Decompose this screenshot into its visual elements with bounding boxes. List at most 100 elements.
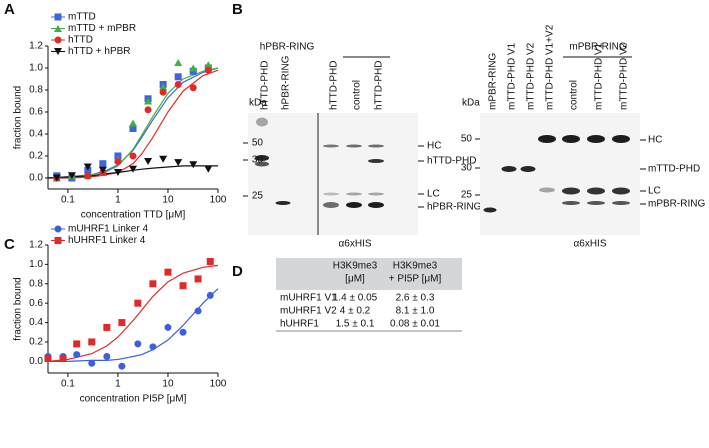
y-tick-label: 0.4 bbox=[29, 129, 43, 140]
marker bbox=[73, 340, 81, 348]
gel-band bbox=[587, 201, 605, 205]
marker bbox=[88, 359, 96, 367]
y-tick-label: 1.2 bbox=[29, 41, 43, 52]
marker bbox=[59, 354, 67, 362]
gel-band bbox=[368, 192, 384, 196]
table-cell: mUHRF1 V2 bbox=[280, 306, 337, 317]
marker bbox=[144, 97, 153, 105]
y-tick-label: 0.0 bbox=[29, 173, 43, 184]
table-cell: 1.4 ± 0.05 bbox=[333, 293, 378, 304]
gel-band bbox=[587, 187, 605, 195]
marker bbox=[204, 61, 213, 69]
band-label: mTTD-PHD bbox=[648, 164, 700, 175]
gel-band bbox=[612, 135, 630, 143]
marker bbox=[194, 275, 202, 283]
y-axis-label: fraction bound bbox=[13, 277, 24, 340]
marker bbox=[189, 64, 198, 72]
y-tick-label: 0.6 bbox=[29, 107, 43, 118]
marker bbox=[129, 165, 137, 173]
lane-label: mTTD-PHD V1+V2 bbox=[545, 24, 556, 110]
gel-band bbox=[562, 135, 580, 143]
x-tick-label: 10 bbox=[162, 379, 174, 390]
lane-label: mTTD-PHD V2 bbox=[526, 42, 537, 110]
marker bbox=[179, 282, 187, 290]
band-label: LC bbox=[648, 186, 661, 197]
kda-marker: 30 bbox=[461, 163, 473, 174]
x-tick-label: 10 bbox=[162, 195, 174, 206]
marker bbox=[129, 152, 137, 160]
marker bbox=[174, 81, 182, 88]
y-tick-label: 0.8 bbox=[29, 278, 43, 289]
marker bbox=[179, 328, 187, 336]
table-cell: 8.1 ± 1.0 bbox=[396, 306, 435, 317]
y-tick-label: 0.0 bbox=[29, 356, 43, 367]
marker bbox=[113, 169, 122, 176]
fit-curve bbox=[48, 288, 219, 362]
y-tick-label: 0.6 bbox=[29, 298, 43, 309]
marker bbox=[159, 155, 168, 163]
legend-label: hTTD + hPBR bbox=[68, 46, 131, 57]
x-axis-label: concentration PI5P [μM] bbox=[80, 394, 187, 405]
gel-band bbox=[520, 166, 536, 172]
x-tick-label: 1 bbox=[115, 195, 121, 206]
legend-label: mUHRF1 Linker 4 bbox=[68, 224, 148, 235]
lane-label: mPBR-RING bbox=[488, 53, 499, 110]
gel-band bbox=[368, 202, 384, 208]
gel-image bbox=[248, 113, 418, 235]
x-tick-label: 0.1 bbox=[61, 379, 75, 390]
legend-label: mTTD + mPBR bbox=[68, 23, 136, 34]
marker bbox=[159, 88, 167, 96]
y-tick-label: 0.2 bbox=[29, 337, 43, 348]
marker bbox=[149, 343, 157, 351]
gel-band bbox=[346, 192, 362, 196]
marker bbox=[83, 163, 92, 171]
gel-band bbox=[368, 144, 384, 148]
marker bbox=[204, 66, 212, 74]
legend-label: hTTD bbox=[68, 35, 93, 46]
antibody-label: α6xHIS bbox=[338, 239, 371, 250]
table-header: H3K9me3 bbox=[333, 261, 378, 272]
marker bbox=[206, 291, 214, 299]
gel-band bbox=[275, 201, 291, 205]
lane-label: mTTD-PHD V2 bbox=[619, 42, 630, 110]
gel-band bbox=[323, 192, 339, 196]
kda-marker: 25 bbox=[252, 191, 264, 202]
x-axis-label: concentration TTD [μM] bbox=[81, 210, 186, 221]
gel-band bbox=[501, 166, 517, 172]
marker bbox=[99, 160, 107, 168]
gel-band bbox=[538, 135, 556, 143]
gel-band bbox=[612, 201, 630, 205]
gel-band bbox=[346, 202, 362, 208]
x-tick-label: 0.1 bbox=[61, 195, 75, 206]
table-cell: 0.08 ± 0.01 bbox=[390, 319, 440, 330]
marker bbox=[118, 319, 126, 327]
kda-label: kDa bbox=[462, 98, 480, 109]
marker bbox=[84, 172, 92, 180]
gel-band bbox=[587, 135, 605, 143]
y-axis-label: fraction bound bbox=[13, 86, 24, 149]
gel-band bbox=[323, 144, 339, 148]
marker bbox=[103, 353, 111, 361]
gel-band bbox=[562, 201, 580, 205]
y-tick-label: 0.8 bbox=[29, 85, 43, 96]
gel-band bbox=[368, 159, 384, 163]
x-tick-label: 100 bbox=[210, 195, 227, 206]
gel-band bbox=[255, 155, 269, 161]
gel-band bbox=[612, 187, 630, 195]
panel-letter: C bbox=[4, 236, 15, 253]
gel-band bbox=[346, 144, 362, 148]
gel-band bbox=[255, 161, 269, 167]
lane-label: hPBR-RING bbox=[281, 55, 292, 110]
lane-label: hTTD-PHD bbox=[260, 61, 271, 110]
marker bbox=[174, 59, 183, 66]
lane-label: hTTD-PHD bbox=[374, 61, 385, 110]
fit-curve bbox=[47, 264, 219, 362]
gel-band bbox=[539, 187, 555, 193]
marker bbox=[44, 354, 52, 362]
y-tick-label: 0.2 bbox=[29, 151, 43, 162]
gel-band bbox=[256, 117, 268, 127]
y-tick-label: 1.2 bbox=[29, 240, 43, 251]
table-header: + PI5P [μM] bbox=[389, 274, 442, 285]
table-cell: 4 ± 0.2 bbox=[340, 306, 371, 317]
